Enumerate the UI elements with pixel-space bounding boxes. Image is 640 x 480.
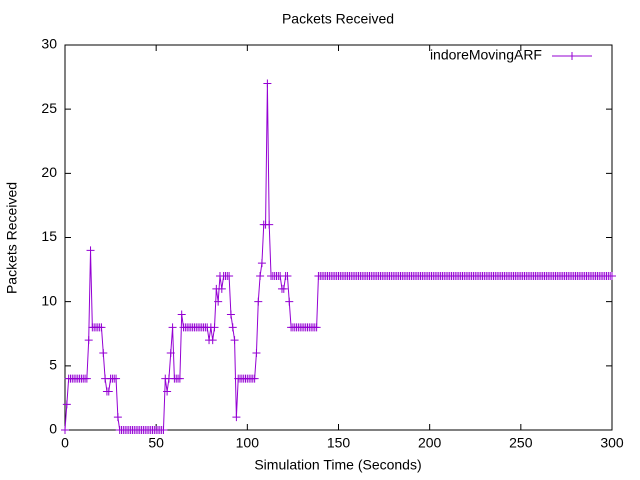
point-marker — [232, 413, 241, 422]
point-marker — [214, 297, 223, 306]
point-marker — [228, 323, 237, 332]
x-axis-label: Simulation Time (Seconds) — [254, 457, 421, 473]
x-tick-label: 300 — [600, 435, 624, 451]
point-marker — [312, 323, 321, 332]
legend-marker — [568, 52, 576, 60]
x-tick-label: 0 — [61, 435, 69, 451]
point-marker — [208, 336, 217, 345]
point-marker — [112, 374, 121, 383]
point-marker — [97, 323, 106, 332]
x-tick-label: 250 — [509, 435, 533, 451]
x-tick-label: 100 — [236, 435, 260, 451]
point-marker — [99, 349, 108, 357]
point-marker — [217, 284, 226, 293]
point-marker — [175, 374, 184, 383]
y-axis-label: Packets Received — [4, 182, 20, 294]
point-marker — [61, 426, 69, 434]
point-marker — [257, 259, 266, 268]
y-tick-label: 20 — [41, 164, 57, 180]
point-marker — [279, 284, 288, 293]
point-marker — [226, 310, 235, 319]
point-marker — [285, 297, 294, 306]
y-tick-label: 15 — [41, 228, 57, 244]
point-marker — [168, 323, 177, 332]
series-line — [64, 83, 612, 431]
legend-label: indoreMovingARF — [430, 47, 542, 63]
point-marker — [166, 349, 175, 357]
y-tick-label: 0 — [49, 421, 57, 437]
x-tick-label: 200 — [418, 435, 442, 451]
point-marker — [86, 246, 95, 255]
x-tick-label: 50 — [148, 435, 164, 451]
y-tick-label: 25 — [41, 100, 57, 116]
point-marker — [113, 413, 122, 422]
y-tick-label: 5 — [49, 357, 57, 373]
point-marker — [265, 220, 274, 229]
point-marker — [250, 374, 259, 383]
point-marker — [82, 374, 91, 383]
point-marker — [263, 79, 272, 88]
chart-title: Packets Received — [282, 11, 394, 27]
point-marker — [104, 387, 113, 396]
y-tick-label: 10 — [41, 292, 57, 308]
point-marker — [177, 310, 186, 319]
point-marker — [225, 272, 234, 280]
point-marker — [84, 336, 93, 345]
point-marker — [159, 426, 168, 434]
point-marker — [608, 272, 616, 280]
point-marker — [230, 336, 239, 345]
x-tick-label: 150 — [327, 435, 351, 451]
point-marker — [62, 400, 71, 409]
point-marker — [163, 387, 172, 396]
point-marker — [252, 349, 261, 357]
plot-frame — [64, 44, 613, 431]
point-marker — [256, 272, 265, 280]
point-marker — [254, 297, 263, 306]
point-marker — [210, 323, 219, 332]
y-tick-label: 30 — [41, 36, 57, 52]
point-marker — [283, 272, 292, 280]
